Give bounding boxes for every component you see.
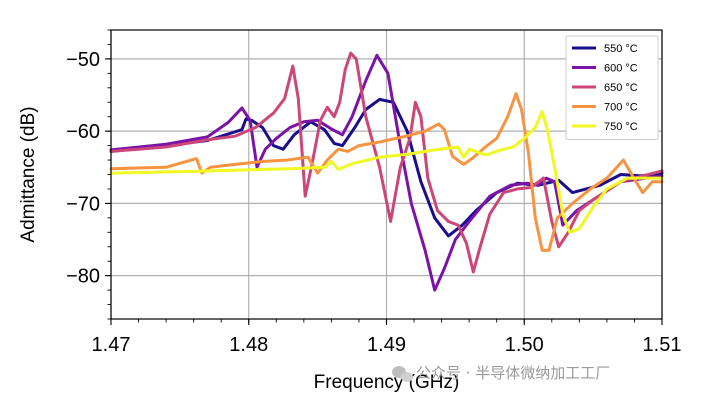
y-tick-label: −70 [66,193,100,215]
y-axis-label: Admittance (dB) [18,106,39,242]
x-axis-label: Frequency (GHz) [314,372,460,393]
y-tick-label: −80 [66,266,100,288]
y-tick-label: −50 [66,49,100,71]
x-tick-label: 1.51 [643,334,682,356]
x-tick-label: 1.49 [367,334,406,356]
watermark-text: 公众号 · 半导体微纳加工工厂 [416,364,610,382]
series-line-3 [109,92,664,252]
watermark: 公众号 · 半导体微纳加工工厂 [392,364,610,382]
y-tick-label: −60 [66,121,100,143]
wechat-icon [392,366,413,382]
x-tick-label: 1.48 [229,334,268,356]
legend-label-1: 600 °C [604,63,638,75]
legend-label-4: 750 °C [604,121,638,133]
legend-label-0: 550 °C [604,43,638,55]
major-ticks [105,58,663,325]
series-line-1 [109,53,664,292]
series-line-4 [109,110,664,234]
x-tick-label: 1.50 [505,334,544,356]
legend: 550 °C 600 °C 650 °C 700 °C 750 °C [565,35,659,140]
series-line-2 [109,51,664,274]
legend-label-2: 650 °C [604,82,638,94]
legend-label-3: 700 °C [604,102,638,114]
plot-frame [110,29,663,320]
series-lines [109,51,664,292]
series-line-0 [109,97,664,238]
x-tick-label: 1.47 [92,334,131,356]
legend-box [565,35,659,140]
tick-labels: 1.47 1.48 1.49 1.50 1.51 −80 −70 −60 −50 [66,49,681,356]
